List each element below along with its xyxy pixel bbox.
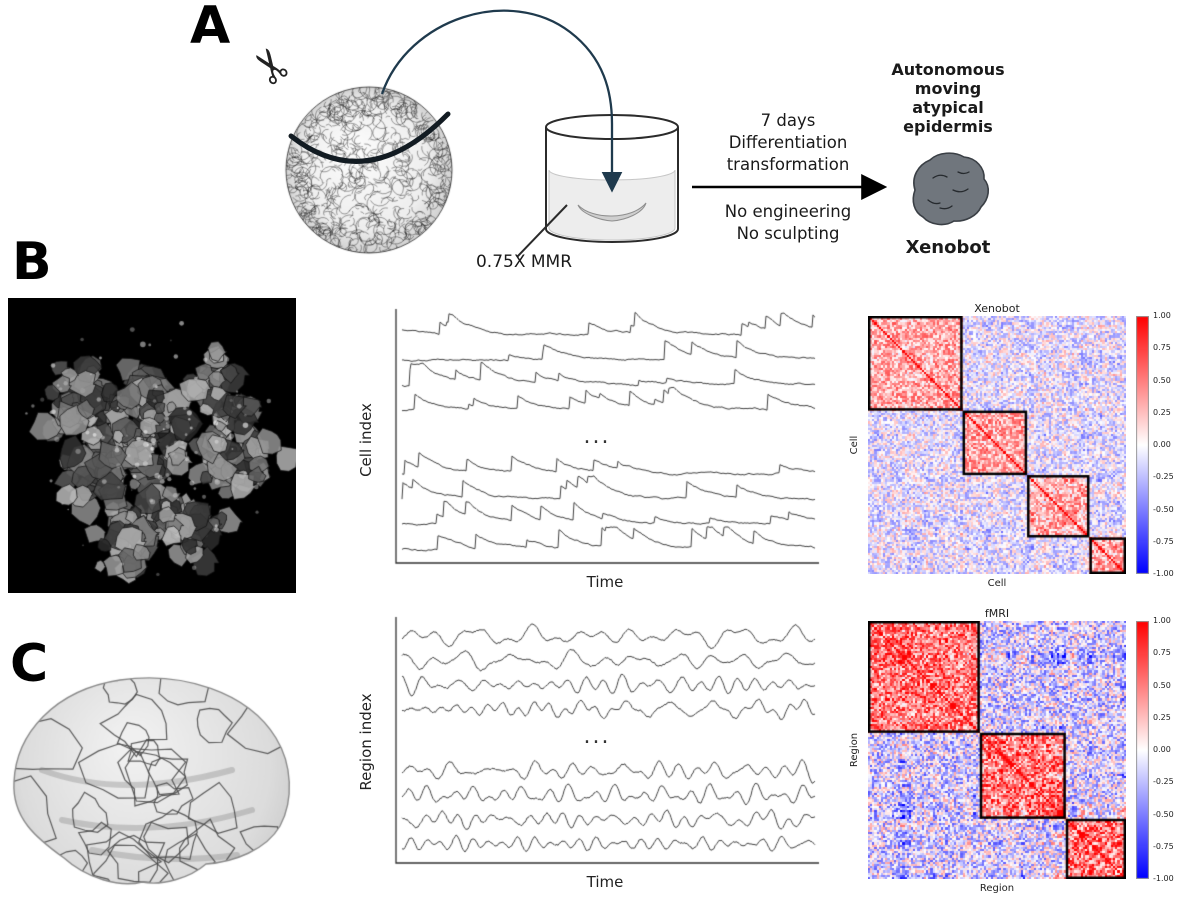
process-line: Differentiation — [728, 133, 848, 152]
colorbar-c-ticks: 1.00 0.75 0.50 0.25 0.00 -0.25 -0.50 -0.75 -1.00 — [1153, 617, 1195, 883]
colorbar-tick-label: -0.75 — [1153, 536, 1174, 546]
embryo-sphere-illustration — [283, 84, 455, 256]
process-bottom-text: No engineering No sculpting — [688, 201, 888, 245]
colorbar-tick-label: 0.75 — [1153, 343, 1171, 353]
xenobot-blob-texture — [932, 174, 948, 179]
timeseries-b-ylabel: Cell index — [357, 403, 375, 477]
heatmap-c-ylabel: Region — [849, 732, 860, 768]
result-label: Xenobot — [905, 237, 991, 258]
result-title: Autonomous moving atypical epidermis — [868, 60, 1028, 136]
colorbar-tick-label: -1.00 — [1153, 569, 1174, 578]
colorbar-tick-label: -0.25 — [1153, 472, 1174, 482]
cell-activity-traces-chart — [390, 308, 820, 570]
result-title-line: epidermis — [903, 117, 993, 136]
colorbar-tick-label: -0.50 — [1153, 504, 1174, 514]
embryo-cut-line — [288, 111, 451, 164]
fmri-correlation-heatmap — [868, 621, 1126, 879]
panel-b-label: B — [12, 232, 52, 292]
xenobot-blob-texture — [952, 188, 969, 193]
timeseries-c-ylabel: Region index — [357, 693, 375, 791]
timeseries-c-ellipsis: ... — [583, 724, 611, 749]
colorbar-tick-label: -0.50 — [1153, 809, 1174, 819]
beaker-label: 0.75X MMR — [475, 252, 573, 272]
colorbar-tick-label: 0.50 — [1153, 680, 1171, 690]
timeseries-c-xlabel: Time — [586, 873, 624, 891]
panel-a-illustration: ✂ — [238, 9, 990, 258]
xenobot-blob-texture — [927, 199, 941, 205]
brain-surface-image — [2, 650, 300, 892]
colorbar-tick-label: 0.75 — [1153, 648, 1171, 658]
colorbar-tick-label: 0.00 — [1153, 745, 1171, 754]
colorbar-tick-label: 1.00 — [1153, 616, 1171, 625]
beaker — [516, 114, 679, 258]
heatmap-b-title: Xenobot — [974, 302, 1020, 315]
heatmap-c-xlabel: Region — [979, 883, 1015, 894]
result-title-line: Autonomous — [891, 60, 1005, 79]
xenobot-micrograph-image — [8, 298, 296, 593]
xenobot-blob-texture — [939, 205, 953, 210]
result-title-line: moving — [914, 79, 982, 98]
colorbar-b — [1136, 316, 1149, 574]
heatmap-c-title: fMRI — [984, 607, 1010, 620]
process-line: 7 days — [760, 111, 816, 130]
xenobot-correlation-heatmap — [868, 316, 1126, 574]
process-line: No engineering — [724, 202, 852, 221]
beaker-lead-line — [516, 204, 568, 258]
colorbar-tick-label: -0.75 — [1153, 841, 1174, 851]
xenobot-blob-body — [912, 152, 990, 226]
colorbar-tick-label: -0.25 — [1153, 777, 1174, 787]
region-activity-traces-chart — [390, 616, 820, 870]
xenobot-blob-texture — [957, 171, 970, 175]
panel-a-label: A — [190, 0, 231, 56]
colorbar-c — [1136, 621, 1149, 879]
result-title-line: atypical — [912, 98, 984, 117]
scissors-icon: ✂ — [238, 34, 304, 97]
colorbar-tick-label: 0.00 — [1153, 440, 1171, 449]
timeseries-b-ellipsis: ... — [583, 424, 611, 449]
tissue-explant — [577, 202, 647, 222]
colorbar-tick-label: 1.00 — [1153, 311, 1171, 320]
heatmap-b-ylabel: Cell — [849, 435, 860, 455]
heatmap-b-xlabel: Cell — [987, 578, 1007, 589]
process-top-text: 7 days Differentiation transformation — [688, 110, 888, 176]
colorbar-tick-label: 0.50 — [1153, 375, 1171, 385]
colorbar-b-ticks: 1.00 0.75 0.50 0.25 0.00 -0.25 -0.50 -0.75 -1.00 — [1153, 312, 1195, 578]
colorbar-tick-label: -1.00 — [1153, 874, 1174, 883]
process-line: No sculpting — [736, 224, 840, 243]
process-line: transformation — [726, 155, 850, 174]
colorbar-tick-label: 0.25 — [1153, 712, 1171, 722]
xenobot-blob — [912, 152, 990, 226]
colorbar-tick-label: 0.25 — [1153, 407, 1171, 417]
timeseries-b-xlabel: Time — [586, 573, 624, 591]
beaker-liquid — [548, 169, 676, 241]
transfer-curve-arrow — [380, 9, 623, 193]
